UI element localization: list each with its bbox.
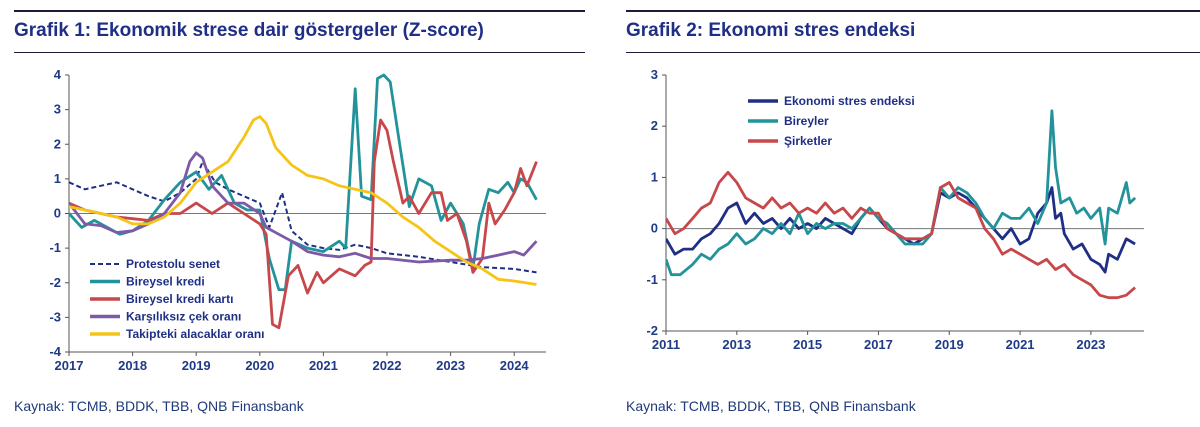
x-tick-label: 2019 bbox=[935, 337, 964, 352]
x-tick-label: 2020 bbox=[245, 358, 274, 373]
title-rule bbox=[14, 52, 585, 53]
legend-label-bireyler: Bireyler bbox=[784, 114, 829, 128]
y-tick-label: 3 bbox=[54, 102, 61, 117]
x-tick-label: 2022 bbox=[373, 358, 402, 373]
x-tick-label: 2018 bbox=[118, 358, 147, 373]
x-tick-label: 2017 bbox=[55, 358, 84, 373]
x-tick-label: 2013 bbox=[722, 337, 751, 352]
series-line-bireysel-kredi bbox=[69, 73, 538, 292]
legend-label-sirketler: Şirketler bbox=[784, 134, 832, 148]
y-tick-label: -1 bbox=[49, 240, 61, 255]
y-tick-label: -1 bbox=[646, 272, 658, 287]
legend-label-protestolu-senet: Protestolu senet bbox=[126, 257, 220, 271]
x-tick-label: 2021 bbox=[1006, 337, 1035, 352]
legend-label-karsiliksiz-cek-orani: Karşılıksız çek oranı bbox=[126, 310, 241, 324]
chart-panel-1: Grafik 1: Ekonomik strese dair göstergel… bbox=[0, 0, 585, 427]
y-tick-label: 1 bbox=[54, 171, 61, 186]
chart-1-source: Kaynak: TCMB, BDDK, TBB, QNB Finansbank bbox=[14, 398, 304, 414]
y-tick-label: 1 bbox=[651, 169, 658, 184]
x-tick-label: 2021 bbox=[309, 358, 338, 373]
y-tick-label: 2 bbox=[54, 136, 61, 151]
series-line-bireyler bbox=[666, 109, 1137, 277]
legend-label-bireysel-kredi-karti: Bireysel kredi kartı bbox=[126, 292, 233, 306]
x-tick-label: 2015 bbox=[793, 337, 822, 352]
y-tick-label: -2 bbox=[49, 275, 61, 290]
x-tick-label: 2017 bbox=[864, 337, 893, 352]
y-tick-label: 2 bbox=[651, 118, 658, 133]
x-tick-label: 2024 bbox=[500, 358, 530, 373]
title-rule bbox=[626, 52, 1200, 53]
y-tick-label: 0 bbox=[54, 206, 61, 221]
y-tick-label: 0 bbox=[651, 221, 658, 236]
series-line-protestolu-senet bbox=[69, 160, 537, 274]
chart-1-title: Grafik 1: Ekonomik strese dair göstergel… bbox=[14, 20, 484, 41]
y-tick-label: -2 bbox=[646, 323, 658, 338]
legend-label-bireysel-kredi: Bireysel kredi bbox=[126, 275, 205, 289]
chart-2-source: Kaynak: TCMB, BDDK, TBB, QNB Finansbank bbox=[626, 398, 916, 414]
x-tick-label: 2023 bbox=[436, 358, 465, 373]
legend-label-takipteki-alacaklar-orani: Takipteki alacaklar oranı bbox=[126, 327, 265, 341]
y-tick-label: -3 bbox=[49, 309, 61, 324]
chart-2-title: Grafik 2: Ekonomi stres endeksi bbox=[626, 20, 916, 41]
y-tick-label: -4 bbox=[49, 344, 61, 359]
y-tick-label: 3 bbox=[651, 67, 658, 82]
series-line-sirketler bbox=[666, 170, 1137, 300]
series-line-takipteki-alacaklar-orani bbox=[69, 115, 537, 286]
x-tick-label: 2023 bbox=[1076, 337, 1105, 352]
top-rule bbox=[626, 10, 1200, 12]
x-tick-label: 2011 bbox=[652, 337, 680, 352]
y-tick-label: 4 bbox=[54, 67, 62, 82]
legend-label-ekonomi-stres-endeksi: Ekonomi stres endeksi bbox=[784, 94, 915, 108]
chart-panel-2: Grafik 2: Ekonomi stres endeksi 3 2 1 0 -1 -2… bbox=[612, 0, 1200, 427]
x-tick-label: 2019 bbox=[182, 358, 211, 373]
top-rule bbox=[14, 10, 585, 12]
